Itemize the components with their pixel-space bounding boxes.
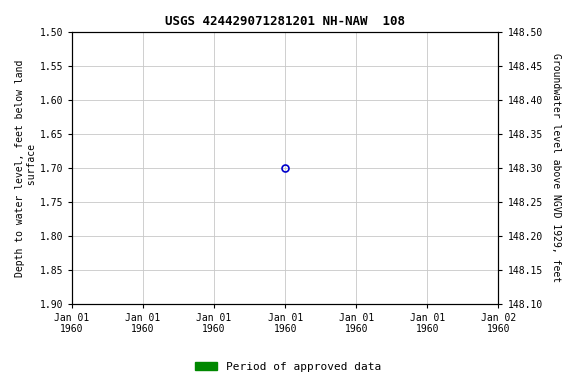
Legend: Period of approved data: Period of approved data: [191, 358, 385, 377]
Y-axis label: Groundwater level above NGVD 1929, feet: Groundwater level above NGVD 1929, feet: [551, 53, 561, 283]
Y-axis label: Depth to water level, feet below land
 surface: Depth to water level, feet below land su…: [15, 59, 37, 276]
Title: USGS 424429071281201 NH-NAW  108: USGS 424429071281201 NH-NAW 108: [165, 15, 405, 28]
